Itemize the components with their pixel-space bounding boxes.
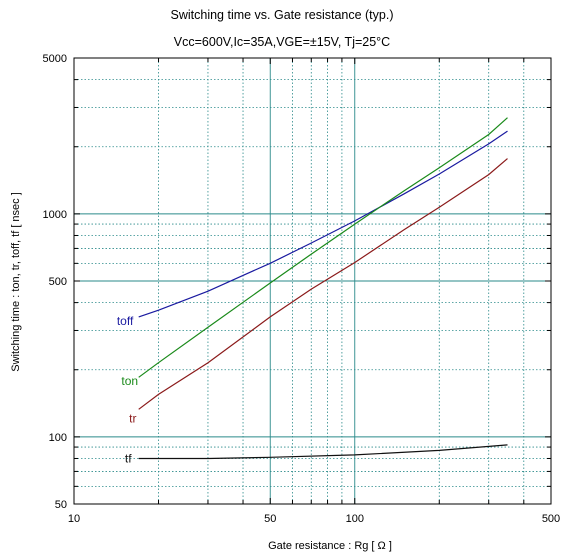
y-tick-label: 5000 bbox=[43, 53, 67, 65]
grid-lines bbox=[74, 58, 551, 504]
y-tick-label: 50 bbox=[55, 499, 67, 511]
series-line-toff bbox=[138, 130, 508, 318]
series-labels: toff ton tr tf bbox=[117, 314, 138, 465]
series-line-ton bbox=[138, 117, 508, 378]
series-label-toff: toff bbox=[117, 314, 134, 328]
series-line-tr bbox=[138, 158, 508, 410]
chart-title: Switching time vs. Gate resistance (typ.… bbox=[171, 8, 394, 22]
x-tick-label: 100 bbox=[346, 513, 364, 525]
y-tick-label: 1000 bbox=[43, 209, 67, 221]
series-label-ton: ton bbox=[121, 374, 138, 388]
series-line-tf bbox=[138, 444, 508, 460]
y-axis-label: Switching time : ton, tr, toff, tf [ nse… bbox=[10, 192, 22, 372]
x-axis-label: Gate resistance : Rg [ Ω ] bbox=[268, 540, 392, 552]
series-label-tf: tf bbox=[125, 451, 132, 465]
y-tick-label: 500 bbox=[49, 276, 67, 288]
x-tick-label: 50 bbox=[264, 513, 276, 525]
y-tick-label: 100 bbox=[49, 432, 67, 444]
x-tick-label: 500 bbox=[542, 513, 560, 525]
series-label-tr: tr bbox=[129, 411, 136, 425]
x-tick-label: 10 bbox=[68, 513, 80, 525]
chart-subtitle: Vcc=600V,Ic=35A,VGE=±15V, Tj=25°C bbox=[174, 35, 390, 49]
series-curves bbox=[138, 117, 508, 460]
